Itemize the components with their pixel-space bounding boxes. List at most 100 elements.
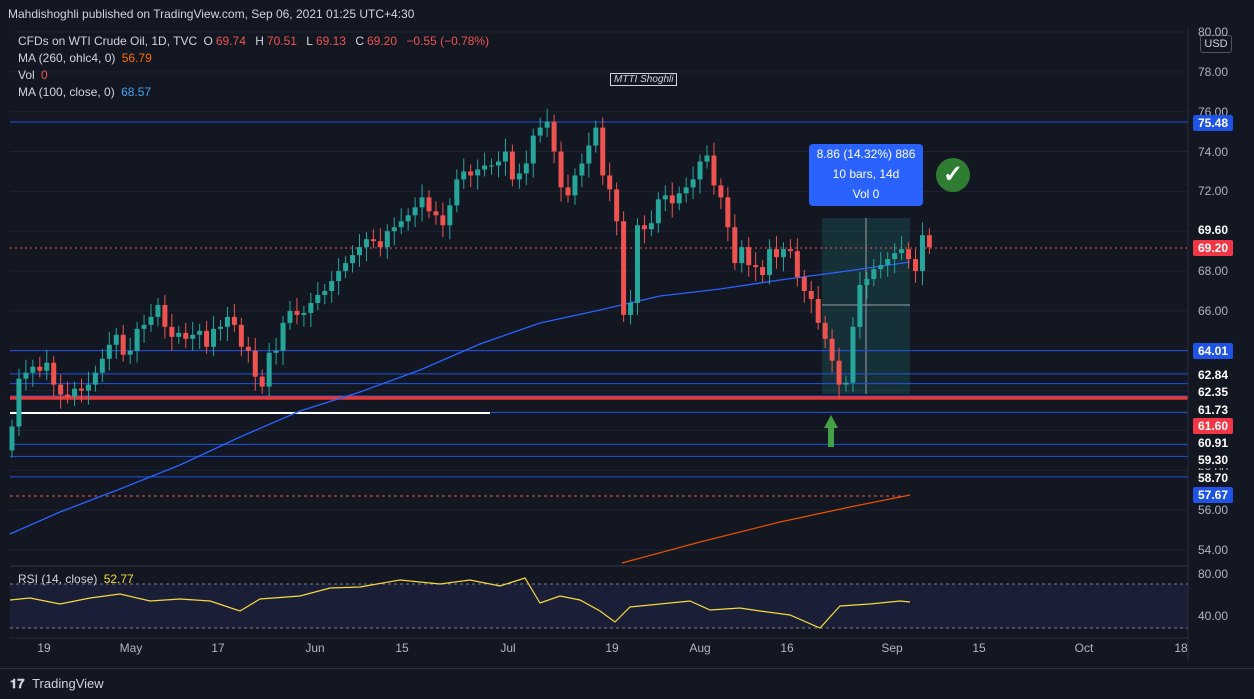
date-tick: Aug xyxy=(689,641,711,655)
legend-vol[interactable]: Vol 0 xyxy=(18,68,51,82)
measure-tooltip: 8.86 (14.32%) 886 10 bars, 14d Vol 0 xyxy=(809,144,923,206)
candlesticks xyxy=(9,108,932,458)
legend-rsi[interactable]: RSI (14, close) 52.77 xyxy=(18,572,137,586)
candle xyxy=(537,117,543,143)
brand-name[interactable]: TradingView xyxy=(32,676,104,691)
candle xyxy=(753,252,759,282)
candle xyxy=(732,214,738,271)
candle xyxy=(655,192,661,233)
candle xyxy=(843,375,849,392)
c-value: 69.20 xyxy=(367,34,398,48)
currency-button[interactable]: USD xyxy=(1200,35,1232,53)
price-badge: 62.35 xyxy=(1193,384,1233,400)
date-tick: 18 xyxy=(1174,641,1188,655)
candle xyxy=(51,355,57,397)
candle xyxy=(704,145,710,169)
candle xyxy=(357,234,362,267)
price-badge: 60.91 xyxy=(1193,435,1233,451)
candle xyxy=(329,271,335,303)
candle xyxy=(593,120,599,153)
tradingview-logo-icon[interactable]: 𝟏𝟕 xyxy=(10,676,25,691)
candle xyxy=(572,168,578,205)
price-badge: 61.60 xyxy=(1193,418,1233,434)
candle xyxy=(774,236,779,269)
candle xyxy=(669,182,675,218)
candle xyxy=(621,211,627,322)
date-tick: Oct xyxy=(1074,641,1094,655)
candle xyxy=(502,138,508,176)
candle xyxy=(370,229,376,249)
candle xyxy=(294,297,300,325)
candle xyxy=(641,215,647,244)
price-tick: 72.00 xyxy=(1198,184,1229,199)
candle xyxy=(725,187,731,242)
candle xyxy=(79,378,84,403)
price-tick: 66.00 xyxy=(1198,303,1229,318)
candle xyxy=(607,162,613,202)
candle xyxy=(558,141,564,202)
vol-value: 0 xyxy=(41,68,48,82)
candle xyxy=(120,324,126,362)
footer-bar: 𝟏𝟕 TradingView xyxy=(0,668,1254,699)
symbol-label[interactable]: CFDs on WTI Crude Oil, 1D, TVC xyxy=(18,34,198,48)
candle xyxy=(405,208,411,231)
publisher-text: Mahdishoghli published on TradingView.co… xyxy=(8,7,415,21)
candle xyxy=(72,381,78,406)
candle xyxy=(197,323,203,349)
candle xyxy=(92,365,98,392)
candle xyxy=(579,153,585,188)
candle xyxy=(683,177,689,203)
candle xyxy=(44,349,50,381)
l-label: L xyxy=(306,34,313,48)
date-tick: Jul xyxy=(500,641,516,655)
candle xyxy=(794,238,800,287)
candle xyxy=(211,315,217,357)
candle xyxy=(892,243,898,274)
candle xyxy=(245,336,251,363)
price-badge: 61.73 xyxy=(1193,402,1233,418)
candle xyxy=(600,117,606,185)
candle xyxy=(454,169,460,213)
candle xyxy=(836,347,842,399)
candle xyxy=(718,178,724,210)
candle xyxy=(899,236,905,261)
candle xyxy=(190,321,196,351)
legend-ma100[interactable]: MA (100, close, 0) 68.57 xyxy=(18,85,154,99)
price-tick: 78.00 xyxy=(1198,64,1229,79)
candle xyxy=(850,316,856,393)
candle xyxy=(628,290,634,325)
candle xyxy=(224,306,230,342)
candle xyxy=(857,272,863,339)
candle xyxy=(919,222,925,286)
date-tick: 16 xyxy=(780,641,794,655)
candle xyxy=(301,305,307,327)
candle xyxy=(252,337,258,391)
candle xyxy=(308,292,314,328)
candle xyxy=(419,184,425,222)
candle xyxy=(635,218,640,315)
candle xyxy=(509,144,515,187)
candle xyxy=(801,270,807,303)
candle xyxy=(176,325,182,344)
date-tick: 15 xyxy=(972,641,986,655)
candle xyxy=(127,337,133,365)
candle xyxy=(350,245,356,273)
candle xyxy=(113,327,119,359)
price-tick: 56.00 xyxy=(1198,503,1229,518)
candle xyxy=(496,151,501,178)
candle xyxy=(204,320,210,354)
candle xyxy=(787,239,793,259)
candle xyxy=(287,300,293,330)
green-arrow-up-icon xyxy=(824,415,838,447)
ma100-line xyxy=(9,261,911,535)
ma260-value: 56.79 xyxy=(121,51,152,65)
rsi-line xyxy=(9,577,911,629)
candle xyxy=(926,228,932,255)
change-value: −0.55 (−0.78%) xyxy=(406,34,490,48)
candle xyxy=(238,317,244,357)
price-tick: 54.00 xyxy=(1198,543,1229,557)
legend-ma260[interactable]: MA (260, ohlc4, 0) 56.79 xyxy=(18,51,155,65)
o-label: O xyxy=(203,34,213,48)
